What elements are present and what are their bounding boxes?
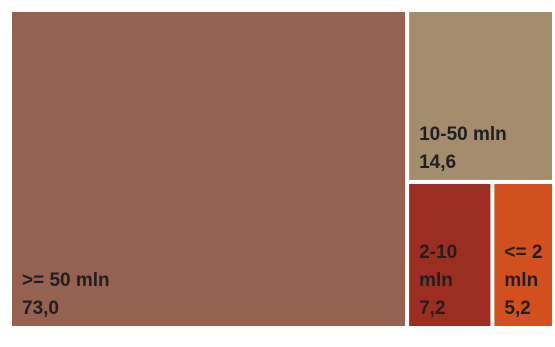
treemap-tile-2-mln (494, 183, 552, 326)
tile-value-50-mln: 73,0 (22, 298, 59, 319)
tile-label-2-mln: <= 2 (504, 242, 542, 263)
tile-value-10-50-mln: 14,6 (419, 152, 456, 173)
tile-value-2-10-mln: 7,2 (419, 298, 445, 319)
tile-value-2-mln: 5,2 (504, 298, 530, 319)
tile-label-2-10-mln: 2-10 (419, 242, 457, 263)
treemap-tile-50-mln (12, 12, 406, 326)
tile-label-10-50-mln: 10-50 mln (419, 124, 507, 145)
tile-label-2-10-mln: mln (419, 270, 453, 291)
treemap-tile-2-10-mln (409, 183, 491, 326)
tile-label-2-mln: mln (504, 270, 538, 291)
treemap-tile-10-50-mln (409, 12, 552, 180)
tile-label-50-mln: >= 50 mln (22, 270, 110, 291)
